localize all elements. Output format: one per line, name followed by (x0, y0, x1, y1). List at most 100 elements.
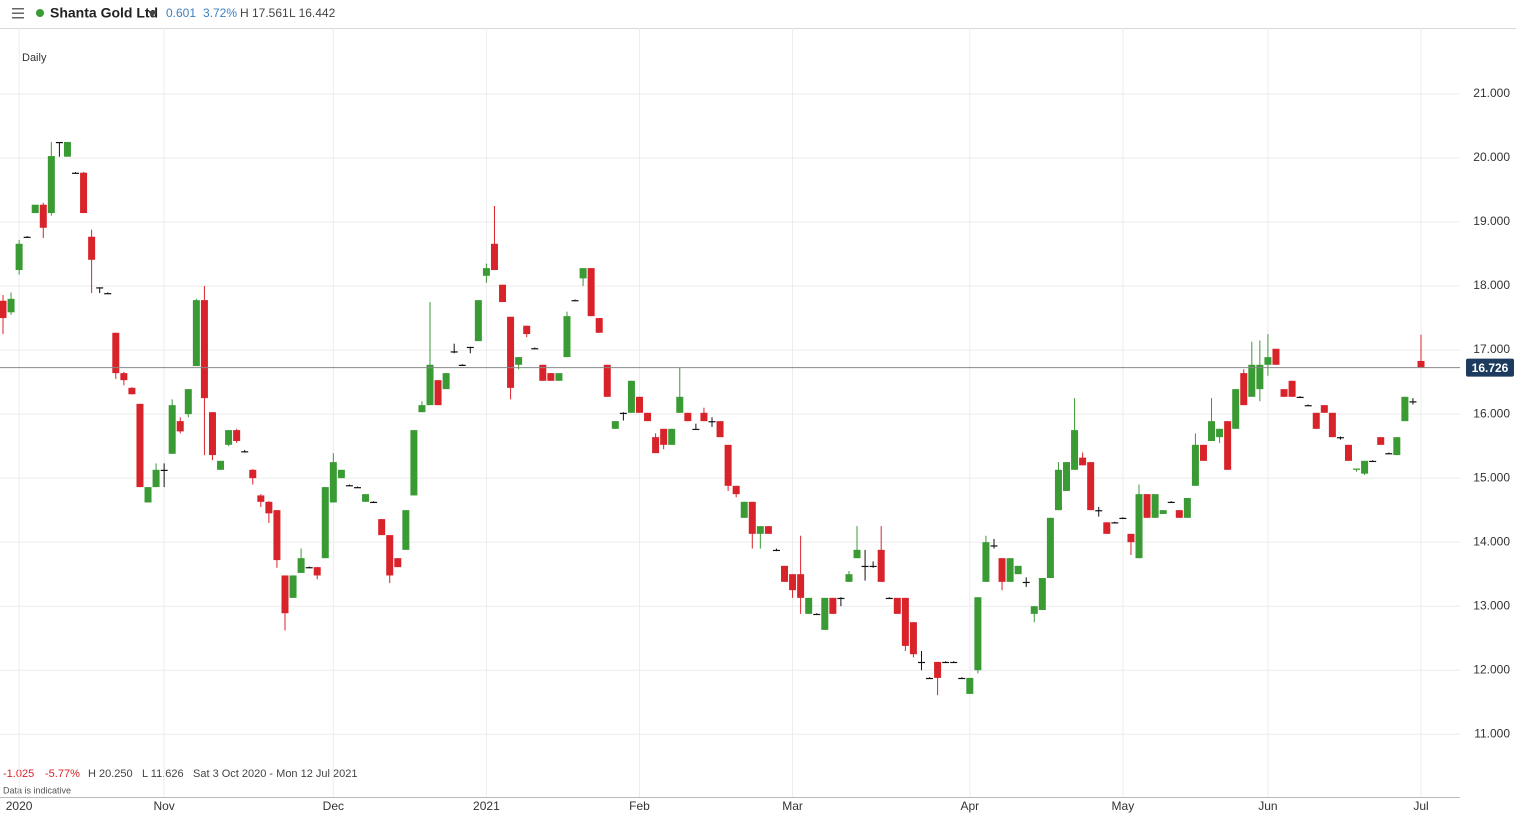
candle-body (176, 421, 184, 432)
candle-body (168, 405, 176, 454)
candle-body (1046, 517, 1054, 579)
candle-body (1095, 510, 1103, 512)
candle-body (200, 300, 208, 399)
candle-body (225, 430, 233, 445)
candle-body (184, 389, 192, 415)
candle-body (845, 574, 853, 582)
candle-body (337, 469, 345, 479)
x-tick-label: Jul (1413, 799, 1428, 813)
candle-body (555, 373, 563, 381)
candle-body (926, 677, 934, 680)
candle-body (217, 460, 225, 470)
candle-body (595, 318, 603, 333)
candle-body (1385, 453, 1393, 455)
candle-body (1216, 428, 1224, 438)
candle-body (1135, 494, 1143, 559)
candle-body (579, 268, 587, 279)
period-change: -1.025 (3, 768, 34, 780)
candle-body (1248, 364, 1256, 397)
candle-body (1288, 380, 1296, 397)
candle-body (1280, 389, 1288, 397)
candle-body (418, 405, 426, 413)
candle-body (1127, 533, 1135, 543)
disclaimer: Data is indicative (3, 785, 71, 795)
candle-body (450, 351, 458, 353)
candle-body (772, 549, 780, 552)
x-tick-label: Dec (323, 799, 344, 813)
candle-body (531, 348, 539, 350)
status-dot (36, 9, 44, 17)
candle-body (732, 485, 740, 495)
y-tick-label: 17.000 (1473, 342, 1510, 356)
candle-body (273, 510, 281, 561)
x-tick-label: Jun (1258, 799, 1277, 813)
instrument-name[interactable]: Shanta Gold Ltd (50, 5, 158, 21)
candle-body (297, 558, 305, 573)
candle-body (652, 437, 660, 454)
candle-body (756, 526, 764, 534)
candle-body (152, 469, 160, 488)
candle-body (1328, 412, 1336, 438)
candle-body (96, 287, 104, 289)
candle-body (386, 535, 394, 576)
candle-body (55, 141, 63, 144)
last-price-box (1466, 358, 1514, 377)
candle-body (1344, 444, 1352, 461)
x-tick-label: May (1112, 799, 1135, 813)
period-low: L 11.626 (142, 768, 184, 780)
candle-body (611, 421, 619, 429)
candle-body (1143, 494, 1151, 518)
y-tick-label: 14.000 (1473, 534, 1510, 548)
candle-body (265, 501, 273, 514)
candle-body (966, 677, 974, 694)
high: H 17.561 (240, 6, 289, 20)
candle-body (1030, 606, 1038, 614)
candle-body (442, 373, 450, 390)
candle-body (458, 364, 466, 366)
candle-body (1393, 437, 1401, 456)
menu-icon[interactable] (12, 8, 24, 19)
candle-body (619, 412, 627, 415)
candle-body (660, 428, 668, 445)
candle-body (1087, 462, 1095, 511)
candle-body (1022, 581, 1030, 584)
x-tick-label: 2021 (473, 799, 500, 813)
candle-body (563, 316, 571, 358)
candle-body (136, 403, 144, 488)
candle-body (7, 298, 15, 313)
candle-body (684, 412, 692, 422)
dropdown-caret[interactable] (148, 11, 157, 17)
candle-body (523, 325, 531, 335)
candle-body (603, 364, 611, 397)
candle-body (692, 428, 700, 431)
candle-body (1401, 396, 1409, 422)
candle-body (394, 558, 402, 568)
candle-body (128, 387, 136, 395)
candle-body (23, 236, 31, 238)
candle-body (635, 396, 643, 413)
candle-body (499, 284, 507, 303)
candle-body (1111, 522, 1119, 524)
candle-body (724, 444, 732, 486)
candle-body (362, 494, 370, 502)
candle-body (1256, 364, 1264, 390)
candle-body (1119, 517, 1127, 520)
candle-body (1191, 444, 1199, 486)
candle-body (345, 485, 353, 487)
candle-body (482, 268, 490, 276)
candle-body (837, 597, 845, 600)
candle-body (668, 428, 676, 445)
candle-body (434, 380, 442, 406)
candle-body (885, 597, 893, 600)
candle-body (1183, 497, 1191, 518)
change-pct: 3.72% (203, 6, 237, 20)
last-price-label: 16.726 (1472, 361, 1509, 375)
candle-body (1312, 412, 1320, 429)
change: 0.601 (166, 6, 196, 20)
candle-body (1377, 437, 1385, 445)
candle-body (1232, 389, 1240, 429)
candle-body (1063, 462, 1070, 491)
candle-body (917, 661, 925, 664)
